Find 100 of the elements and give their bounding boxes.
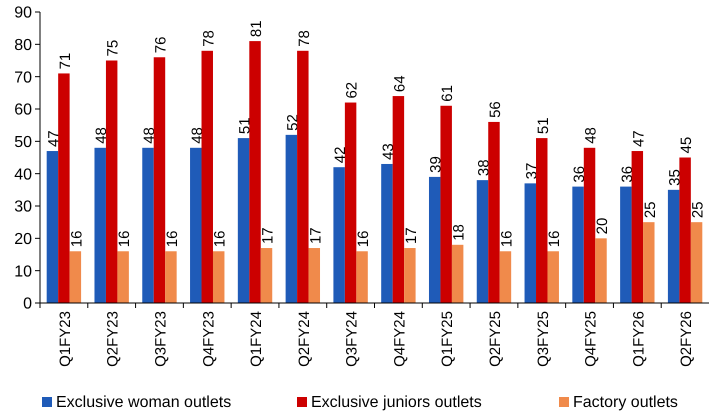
bar	[70, 251, 82, 303]
bar	[595, 238, 607, 303]
bar	[117, 251, 129, 303]
x-tick-label: Q2FY26	[678, 311, 696, 367]
data-label: 48	[188, 127, 206, 144]
data-label: 76	[152, 36, 170, 54]
bar	[212, 251, 224, 303]
y-tick-label: 70	[14, 69, 32, 86]
data-label: 56	[486, 101, 504, 118]
bar	[679, 158, 691, 303]
data-label: 47	[630, 130, 648, 148]
bar	[476, 180, 488, 303]
data-label: 81	[248, 20, 266, 38]
x-tick-label: Q3FY23	[152, 311, 170, 367]
bar	[308, 248, 320, 303]
data-label: 36	[571, 166, 588, 183]
data-label: 61	[439, 85, 456, 102]
x-tick-label: Q1FY25	[439, 311, 456, 367]
data-label: 16	[355, 230, 372, 248]
data-label: 51	[534, 117, 552, 134]
bar	[333, 167, 345, 303]
bar	[94, 148, 106, 303]
data-label: 75	[104, 40, 122, 56]
bar	[238, 138, 250, 303]
bar	[428, 176, 440, 303]
bar	[632, 151, 644, 303]
bar	[344, 102, 356, 303]
y-tick-label: 80	[14, 36, 32, 54]
data-label: 17	[402, 227, 420, 244]
bar	[249, 41, 261, 303]
data-label: 78	[200, 30, 218, 47]
bar	[190, 148, 202, 303]
data-label: 43	[380, 143, 397, 160]
y-tick-label: 30	[14, 198, 32, 216]
legend-label: Factory outlets	[573, 394, 678, 411]
bar	[404, 248, 416, 303]
data-label: 16	[116, 230, 134, 248]
data-label: 71	[56, 52, 74, 70]
data-label: 16	[546, 230, 564, 248]
y-tick-label: 10	[14, 263, 32, 280]
data-label: 51	[236, 117, 254, 134]
data-label: 48	[140, 127, 158, 144]
data-label: 35	[666, 169, 684, 186]
data-label: 36	[618, 166, 636, 183]
data-label: 17	[260, 227, 277, 244]
bar	[536, 138, 548, 303]
bar	[154, 57, 166, 303]
y-tick-label: 20	[14, 230, 32, 248]
y-tick-label: 90	[14, 4, 32, 22]
data-label: 18	[450, 224, 468, 241]
data-label: 42	[332, 146, 350, 164]
y-tick-label: 50	[14, 134, 32, 151]
bar	[58, 73, 70, 303]
bar	[392, 96, 404, 303]
x-tick-label: Q3FY24	[344, 311, 361, 367]
y-tick-label: 0	[23, 296, 32, 313]
bar	[106, 60, 118, 303]
bar	[142, 148, 154, 303]
data-label: 16	[212, 230, 229, 248]
bar	[643, 222, 655, 303]
bar	[584, 148, 596, 303]
bar	[668, 190, 680, 303]
bar	[260, 248, 272, 303]
data-label: 25	[642, 201, 659, 218]
data-label: 64	[391, 75, 408, 92]
legend-label: Exclusive woman outlets	[56, 394, 232, 411]
data-label: 62	[344, 82, 361, 99]
bar	[572, 186, 584, 303]
bar	[524, 183, 536, 303]
data-label: 25	[690, 201, 707, 218]
bar	[202, 50, 213, 303]
data-label: 17	[307, 227, 324, 244]
x-tick-label: Q1FY23	[56, 311, 74, 367]
bar	[165, 251, 177, 303]
legend-label: Exclusive juniors outlets	[311, 394, 482, 411]
x-tick-label: Q2FY23	[104, 311, 122, 367]
data-label: 48	[582, 127, 600, 144]
data-label: 78	[296, 30, 313, 47]
x-tick-label: Q2FY24	[296, 311, 313, 367]
data-label: 52	[284, 114, 302, 131]
data-label: 47	[45, 130, 62, 148]
data-label: 16	[498, 230, 516, 248]
bar	[488, 122, 500, 303]
bar	[297, 50, 309, 303]
x-tick-label: Q2FY25	[486, 311, 504, 367]
bar	[690, 222, 702, 303]
bar	[500, 251, 512, 303]
bar	[440, 106, 452, 303]
bar	[356, 251, 368, 303]
x-tick-label: Q4FY23	[200, 311, 218, 367]
y-tick-label: 60	[14, 102, 32, 119]
x-tick-label: Q4FY24	[391, 311, 408, 367]
x-tick-label: Q3FY25	[534, 311, 552, 367]
data-label: 38	[475, 159, 492, 176]
bar	[452, 244, 464, 303]
bar	[381, 164, 393, 303]
bar	[286, 134, 298, 303]
x-tick-label: Q4FY25	[582, 311, 600, 367]
data-label: 16	[164, 230, 181, 248]
data-label: 45	[678, 136, 696, 154]
